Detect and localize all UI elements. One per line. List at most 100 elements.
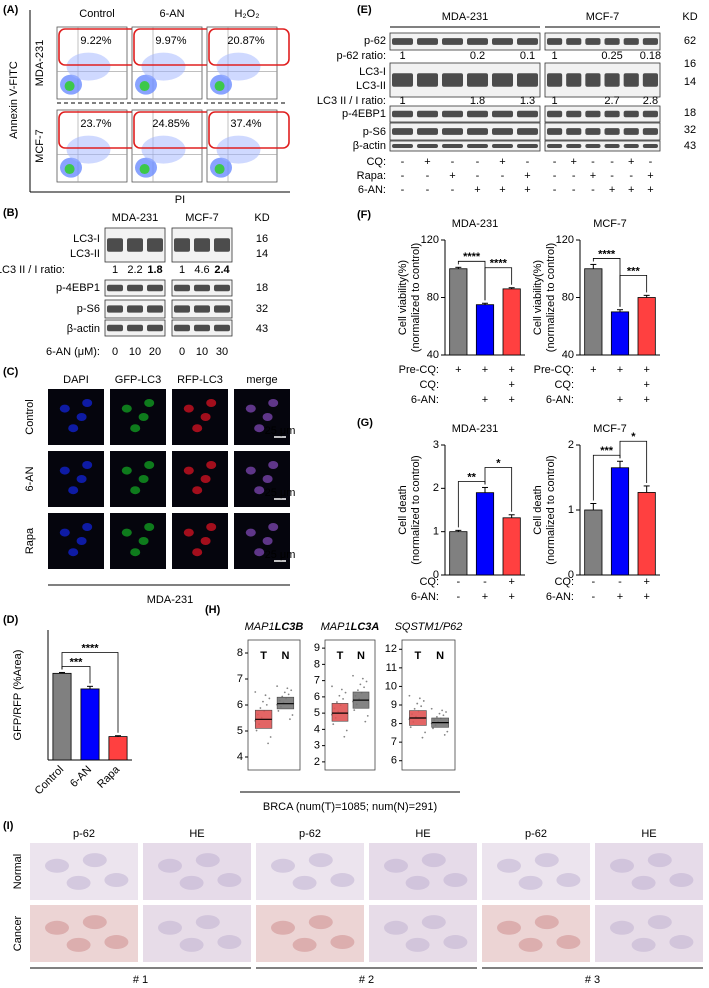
ratio-value: 0.25 (601, 50, 622, 62)
treatment-sign: + (482, 364, 488, 376)
band (467, 110, 488, 118)
jitter-dot (446, 730, 449, 733)
y-tick-label: 10 (385, 680, 397, 692)
column-header: RFP-LC3 (177, 374, 223, 386)
tissue-feature (669, 935, 694, 950)
bar (502, 517, 521, 576)
bar (449, 531, 468, 576)
band (604, 73, 620, 87)
ratio-value: 2.4 (214, 264, 230, 276)
kd-value: 32 (684, 124, 696, 136)
group-name: N (281, 650, 289, 662)
tissue-feature (421, 853, 446, 868)
jitter-dot (361, 677, 364, 680)
jitter-dot (332, 723, 335, 726)
band (442, 110, 463, 118)
jitter-dot (363, 686, 365, 689)
treatment-sign: + (449, 170, 455, 182)
treatment-sign: + (590, 170, 596, 182)
histology-image (482, 905, 590, 962)
title-gene: LC3A (351, 621, 380, 633)
y-tick-label: 5 (237, 725, 243, 737)
treatment-label: Rapa: (357, 170, 386, 182)
treatment-label: CQ: (554, 379, 574, 391)
column-header: p-62 (299, 828, 321, 840)
band (547, 144, 563, 148)
panel-label: (C) (3, 366, 19, 378)
jitter-dot (422, 700, 425, 702)
blot (544, 62, 661, 98)
blot (544, 105, 661, 123)
cell-spread (141, 52, 186, 81)
histology-image (143, 905, 251, 962)
band (604, 128, 620, 135)
ratio-value: 0.2 (470, 50, 485, 62)
band (392, 38, 413, 45)
row-label: MDA-231 (34, 40, 46, 86)
jitter-dot (352, 674, 354, 677)
jitter-dot (445, 711, 447, 713)
cell (192, 548, 203, 557)
tissue-feature (82, 853, 107, 868)
band (392, 128, 413, 135)
tissue-feature (405, 875, 430, 890)
y-axis-label: (normalized to control) (410, 455, 422, 564)
significance: * (496, 457, 501, 469)
column-header: merge (246, 374, 277, 386)
bar (584, 268, 603, 356)
treatment-sign: - (553, 184, 557, 196)
caption: BRCA (num(T)=1085; num(N)=291) (263, 801, 437, 813)
ratio-value: 1 (552, 50, 558, 62)
chart-title: MCF-7 (593, 218, 627, 230)
chart-title: MDA-231 (452, 218, 498, 230)
group-name: T (260, 650, 267, 662)
kd-header: KD (682, 11, 697, 23)
tissue-feature (669, 873, 694, 888)
tissue-feature (443, 873, 468, 888)
group-label: # 1 (133, 974, 148, 986)
jitter-dot (424, 731, 426, 734)
jitter-dot (264, 694, 267, 697)
jitter-dot (364, 720, 367, 723)
cell (245, 404, 256, 413)
treatment-sign: - (476, 170, 480, 182)
treatment-sign: + (617, 394, 623, 406)
treatment-sign: + (643, 379, 649, 391)
y-tick-label: 8 (314, 658, 320, 670)
cell-core (64, 81, 75, 92)
treatment-sign: - (553, 170, 557, 182)
band (642, 110, 658, 118)
blot (389, 32, 541, 51)
y-tick-label: 4 (314, 723, 320, 735)
band (566, 110, 582, 118)
panel-label: (E) (357, 4, 372, 16)
tissue-feature (158, 858, 182, 873)
histology-image (256, 905, 364, 962)
significance: **** (463, 251, 481, 263)
y-tick-label: 3 (433, 439, 439, 451)
treatment-sign: - (501, 170, 505, 182)
cell (59, 528, 70, 537)
band (642, 128, 658, 135)
treatment-label: CQ: (366, 156, 386, 168)
jitter-dot (340, 688, 343, 691)
treatment-sign: + (628, 156, 634, 168)
band-label: p-62 (364, 35, 386, 47)
tissue-feature (292, 875, 317, 890)
ratio-value: 2.7 (604, 95, 619, 107)
treatment-sign: + (474, 184, 480, 196)
percentage: 20.87% (227, 35, 265, 47)
percentage: 37.4% (230, 118, 261, 130)
band (214, 284, 230, 292)
cell (245, 528, 256, 537)
treatment-label: 6-AN: (411, 591, 439, 603)
micrograph (172, 389, 228, 445)
band-label: p-4EBP1 (342, 108, 386, 120)
bar (108, 736, 128, 761)
band (623, 73, 639, 87)
y-tick-label: 40 (562, 349, 574, 361)
column-header: HE (189, 828, 204, 840)
bar (449, 268, 468, 356)
jitter-dot (420, 705, 423, 708)
